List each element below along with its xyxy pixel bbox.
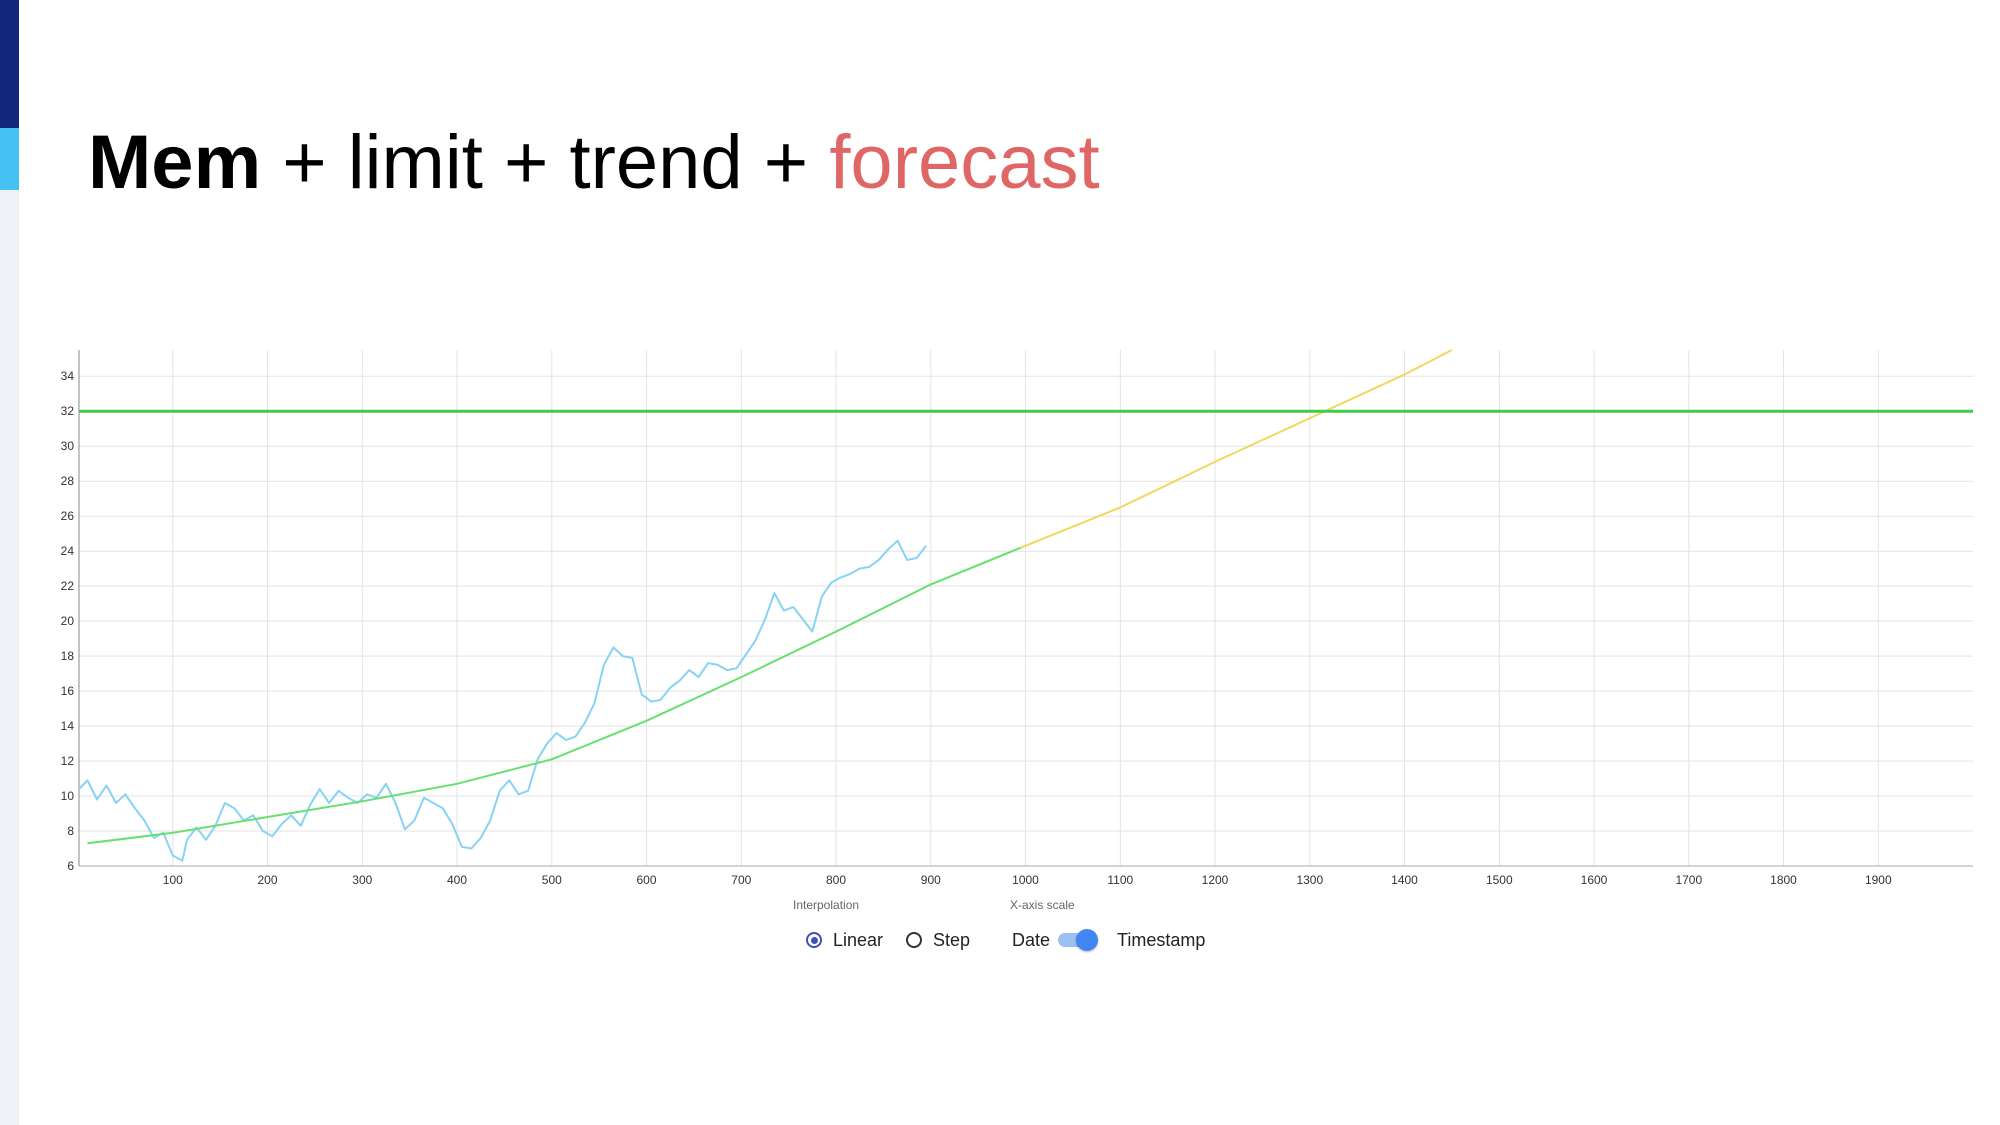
title-forecast: forecast bbox=[829, 120, 1100, 205]
side-strip-light-block bbox=[0, 128, 19, 190]
x-tick-label: 600 bbox=[636, 873, 656, 887]
x-tick-label: 800 bbox=[826, 873, 846, 887]
step-label: Step bbox=[933, 929, 971, 950]
x-tick-label: 1400 bbox=[1391, 873, 1418, 887]
y-tick-label: 34 bbox=[61, 369, 75, 383]
y-tick-label: 10 bbox=[61, 789, 75, 803]
xaxis-scale-label: X-axis scale bbox=[1010, 898, 1075, 912]
y-tick-label: 30 bbox=[61, 439, 75, 453]
date-label: Date bbox=[1012, 929, 1051, 950]
x-tick-label: 700 bbox=[731, 873, 751, 887]
timestamp-label: Timestamp bbox=[1117, 929, 1206, 950]
trend-line bbox=[87, 546, 1022, 845]
title-addons: + limit + trend + bbox=[261, 120, 830, 205]
linear-radio[interactable] bbox=[806, 932, 822, 948]
x-tick-label: 200 bbox=[257, 873, 277, 887]
x-tick-label: 300 bbox=[352, 873, 372, 887]
y-tick-label: 20 bbox=[61, 614, 75, 628]
y-tick-label: 22 bbox=[61, 579, 75, 593]
x-tick-label: 1700 bbox=[1675, 873, 1702, 887]
x-tick-label: 900 bbox=[921, 873, 941, 887]
chart-controls: Linear Step Date Timestamp bbox=[0, 920, 2000, 960]
x-tick-label: 1900 bbox=[1865, 873, 1892, 887]
y-tick-label: 8 bbox=[67, 824, 74, 838]
x-tick-label: 1800 bbox=[1770, 873, 1797, 887]
y-tick-label: 32 bbox=[61, 404, 75, 418]
x-tick-label: 500 bbox=[542, 873, 562, 887]
memory-usage-line bbox=[78, 539, 927, 862]
y-tick-label: 16 bbox=[61, 684, 75, 698]
y-tick-label: 6 bbox=[67, 859, 74, 873]
step-radio[interactable] bbox=[906, 932, 922, 948]
step-radio-option[interactable]: Step bbox=[906, 920, 970, 960]
title-metric: Mem bbox=[88, 120, 262, 205]
x-tick-label: 1000 bbox=[1012, 873, 1039, 887]
y-tick-label: 26 bbox=[61, 509, 75, 523]
y-tick-label: 18 bbox=[61, 649, 75, 663]
slide-title: Mem + limit + trend + forecast bbox=[88, 118, 1100, 208]
interpolation-label: Interpolation bbox=[793, 898, 860, 912]
side-strip-dark-block bbox=[0, 0, 19, 128]
x-tick-label: 1200 bbox=[1202, 873, 1229, 887]
y-tick-label: 12 bbox=[61, 754, 75, 768]
y-tick-label: 28 bbox=[61, 474, 75, 488]
y-tick-label: 14 bbox=[61, 719, 75, 733]
x-tick-label: 100 bbox=[163, 873, 183, 887]
x-tick-label: 1600 bbox=[1581, 873, 1608, 887]
x-tick-label: 1500 bbox=[1486, 873, 1513, 887]
x-tick-label: 1100 bbox=[1107, 873, 1133, 887]
linear-label: Linear bbox=[833, 929, 884, 950]
xaxis-scale-toggle[interactable] bbox=[1056, 920, 1100, 960]
y-tick-label: 24 bbox=[61, 544, 75, 558]
forecast-line bbox=[1020, 349, 1453, 549]
linear-radio-option[interactable]: Linear bbox=[806, 920, 883, 960]
x-tick-label: 400 bbox=[447, 873, 467, 887]
x-tick-label: 1300 bbox=[1296, 873, 1323, 887]
toggle-knob[interactable] bbox=[1076, 929, 1098, 951]
slide-side-strip bbox=[0, 0, 19, 1125]
